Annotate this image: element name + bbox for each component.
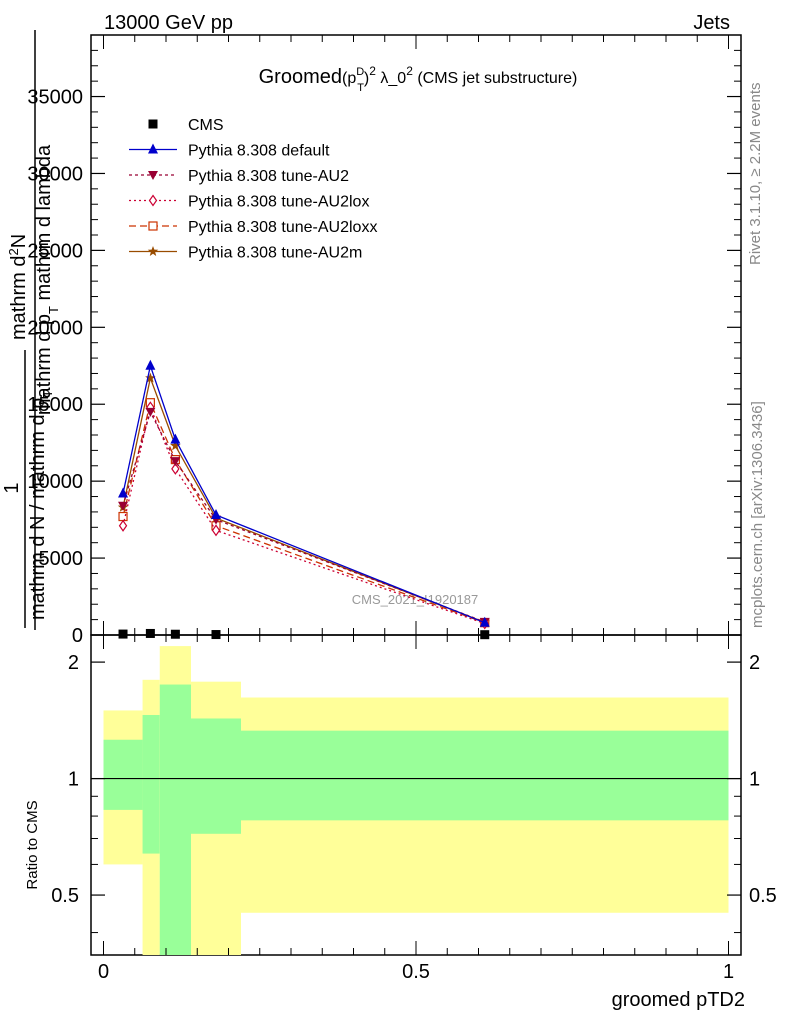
legend-entry-3: Pythia 8.308 tune-AU2lox (129, 194, 369, 211)
series-line-1 (122, 363, 485, 624)
series-0-point-0 (118, 629, 128, 639)
legend-label-3: Pythia 8.308 tune-AU2lox (188, 194, 369, 211)
ratio-band-inner-2 (159, 684, 191, 955)
ratio-band-inner-3 (191, 718, 241, 834)
series-3-point-0 (118, 519, 128, 532)
legend-label-4: Pythia 8.308 tune-AU2loxx (188, 219, 377, 236)
legend-entry-1: Pythia 8.308 default (129, 143, 330, 160)
series-1-point-1 (145, 359, 156, 370)
main-y-tick-label: 25000 (27, 240, 83, 262)
ratio-band-inner-0 (103, 739, 143, 810)
series-1-point-4 (479, 616, 490, 627)
ratio-y-axis-label: Ratio to CMS (24, 800, 41, 889)
main-y-tick-label: 5000 (39, 548, 84, 570)
rivet-label: Rivet 3.1.10, ≥ 2.2M events (747, 83, 764, 266)
legend-label-2: Pythia 8.308 tune-AU2 (188, 168, 349, 185)
ratio-x-tick-label: 1 (723, 961, 734, 983)
series-line-5 (122, 375, 485, 623)
legend-label-5: Pythia 8.308 tune-AU2m (188, 245, 362, 262)
series-0-point-1 (145, 628, 155, 638)
svg-text:mathrm d pT mathrm d lambda: mathrm d pT mathrm d lambda (33, 144, 61, 415)
ratio-x-tick-label: 0 (98, 961, 109, 983)
ratio-band-inner-1 (142, 714, 160, 854)
legend-marker-2 (148, 171, 158, 180)
legend-label-1: Pythia 8.308 default (188, 143, 330, 160)
series-0-point-4 (480, 630, 490, 640)
ratio-y-tick-label-right: 1 (749, 769, 760, 791)
main-y-tick-label: 30000 (27, 163, 83, 185)
ratio-y-tick-label: 2 (68, 652, 79, 674)
series-1-point-0 (118, 487, 129, 498)
series-0 (118, 628, 490, 640)
legend-marker-5 (147, 246, 159, 256)
main-y-tick-label: 10000 (27, 471, 83, 493)
main-y-tick-label: 15000 (27, 394, 83, 416)
legend-marker-4 (148, 221, 158, 231)
mcplots-label: mcplots.cern.ch [arXiv:1306.3436] (749, 401, 766, 628)
legend-marker-3 (148, 194, 158, 207)
series-2-point-2 (170, 457, 181, 467)
series-2-point-1 (145, 407, 156, 417)
energy-label: 13000 GeV pp (104, 12, 233, 34)
series-5-point-1 (145, 372, 156, 383)
series-4-point-0 (118, 511, 128, 522)
series-line-4 (122, 400, 485, 624)
svg-text:1: 1 (1, 482, 23, 493)
series-0-point-2 (170, 629, 180, 639)
ratio-y-tick-label: 0.5 (51, 885, 79, 907)
ratio-y-tick-label: 1 (68, 769, 79, 791)
legend-entry-0: CMS (148, 117, 224, 134)
main-y-axis-label: mathrm d2N mathrm d pT mathrm d lambda 1… (1, 30, 61, 630)
main-plot-title: Groomed(pD T)2 λ_02 (CMS jet substructure… (259, 64, 578, 94)
series-0-point-3 (211, 630, 221, 640)
ratio-band-inner-4 (241, 730, 729, 821)
x-axis-label: groomed pTD2 (612, 989, 745, 1011)
series-1 (118, 359, 490, 627)
series-3-point-3 (211, 524, 221, 537)
legend-entry-5: Pythia 8.308 tune-AU2m (129, 245, 362, 262)
main-y-tick-label: 0 (72, 625, 83, 647)
svg-text:mathrm d2N: mathrm d2N (6, 234, 31, 340)
legend-entry-4: Pythia 8.308 tune-AU2loxx (129, 219, 377, 236)
series-line-3 (122, 405, 485, 625)
analysis-watermark: CMS_2021_I1920187 (352, 592, 479, 607)
series-1-point-2 (170, 433, 181, 444)
main-y-tick-label: 35000 (27, 87, 83, 109)
legend-marker-0 (148, 119, 158, 129)
series-1-point-3 (211, 509, 221, 519)
process-label: Jets (693, 12, 730, 34)
series-5-point-2 (170, 440, 181, 451)
series-5 (117, 372, 490, 627)
ratio-x-tick-label: 0.5 (402, 961, 430, 983)
ratio-y-tick-label-right: 0.5 (749, 885, 777, 907)
legend-label-0: CMS (188, 117, 224, 134)
legend-entry-2: Pythia 8.308 tune-AU2 (129, 168, 349, 185)
legend-marker-1 (148, 143, 158, 154)
ratio-y-tick-label-right: 2 (749, 652, 760, 674)
svg-text:mathrm d N / mathrm d pT: mathrm d N / mathrm d pT (27, 390, 55, 620)
series-3-point-2 (171, 462, 180, 475)
main-y-tick-label: 20000 (27, 317, 83, 339)
series-2-point-0 (118, 501, 129, 511)
